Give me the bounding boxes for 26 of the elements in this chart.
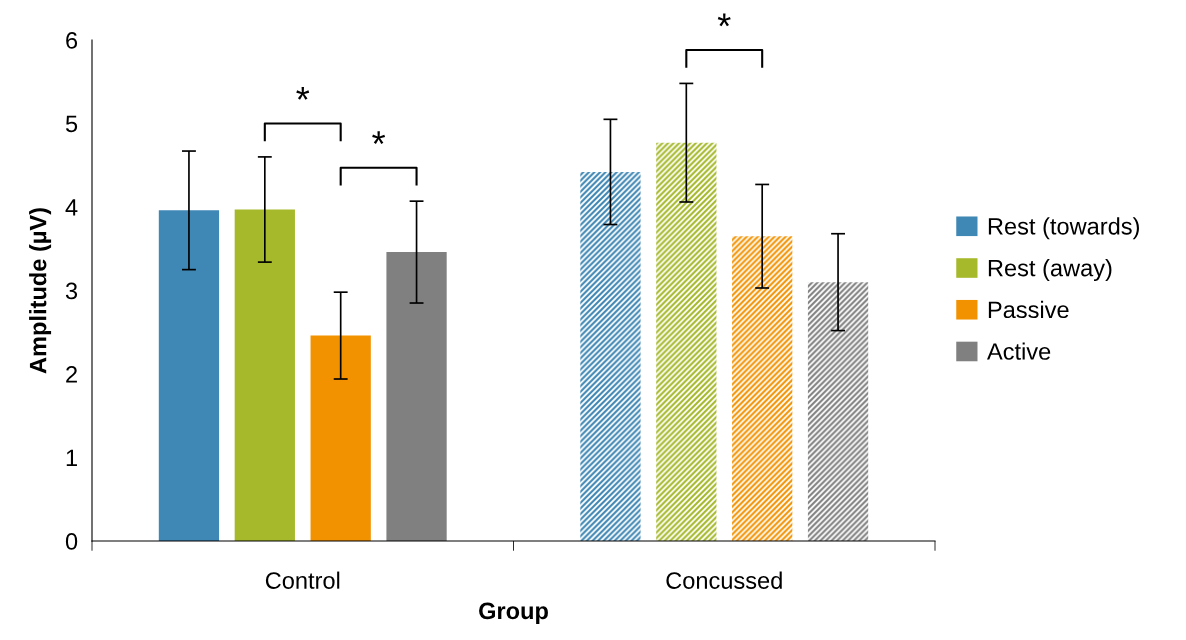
legend-label: Active [986,342,1051,360]
x-axis-title: Group [479,602,548,624]
annotation: * [372,131,386,144]
annotation: * [296,86,310,100]
y-tick-label: 2 [66,366,77,383]
bar [234,209,295,541]
bar [386,252,447,541]
y-tick-label: 4 [65,199,78,216]
text: * [717,13,731,27]
legend-label: Passive [988,300,1069,319]
bar [310,335,371,541]
x-tick-label: Concussed [666,571,782,589]
x-tick-label: Control [265,571,340,589]
bar [807,282,869,541]
y-axis-title: Amplitude (µV) [29,208,52,374]
bar [732,236,793,541]
bar [656,142,717,541]
legend-label: Rest (towards) [988,217,1139,240]
y-tick-label: 6 [66,32,78,49]
y-tick-label: 3 [65,282,78,300]
legend-label: Rest (away) [988,259,1112,282]
y-tick-label: 0 [65,533,78,550]
y-tick-label: 1 [66,449,77,467]
bar [158,210,220,541]
y-tick-label: 5 [65,115,78,133]
bar [580,171,641,541]
